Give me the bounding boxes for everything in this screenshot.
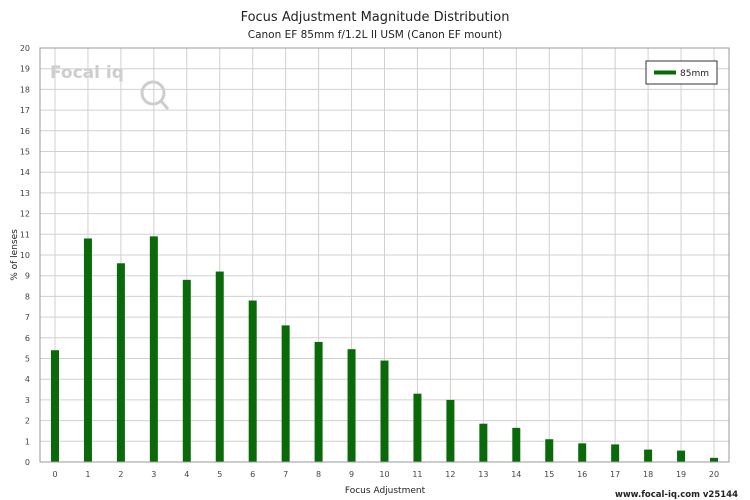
chart-subtitle: Canon EF 85mm f/1.2L II USM (Canon EF mo…	[248, 29, 503, 41]
plot-frame	[39, 47, 730, 463]
x-axis-ticks: 0 1 2 3 4 5 6 7 8 9 10 11 12 13 14 15 16 17 18 19 20	[52, 470, 719, 479]
x-tick-label: 4	[184, 470, 189, 479]
bar-0	[51, 350, 59, 462]
y-tick-label: 15	[20, 148, 30, 157]
x-tick-label: 1	[85, 470, 90, 479]
x-tick-label: 17	[610, 470, 620, 479]
x-tick-label: 7	[283, 470, 288, 479]
y-tick-label: 16	[20, 127, 30, 136]
legend: 85mm	[645, 60, 718, 85]
bar-17	[611, 444, 620, 462]
bar-14	[512, 427, 521, 462]
x-tick-label: 13	[478, 470, 488, 479]
bar-3	[149, 236, 158, 462]
focal-iq-logo: Focal iq	[50, 63, 170, 110]
y-tick-label: 10	[20, 251, 30, 260]
y-tick-label: 3	[25, 396, 30, 405]
x-tick-label: 2	[118, 470, 123, 479]
y-tick-label: 0	[25, 458, 30, 467]
x-tick-label: 0	[52, 470, 57, 479]
bar-8	[314, 341, 323, 462]
bar-12	[446, 399, 455, 462]
bar-5	[215, 271, 224, 462]
y-tick-label: 11	[20, 230, 30, 239]
y-tick-label: 7	[25, 313, 30, 322]
bar-13	[479, 423, 488, 462]
bar-6	[248, 300, 257, 462]
bar-15	[545, 439, 554, 462]
y-axis-label: % of lenses	[10, 229, 20, 281]
bar-1	[83, 238, 92, 462]
y-tick-label: 1	[25, 437, 30, 446]
bar-11	[413, 393, 422, 462]
x-tick-label: 3	[151, 470, 156, 479]
bar-2	[116, 263, 125, 462]
magnifier-icon	[140, 80, 166, 106]
y-tick-label: 9	[25, 272, 30, 281]
y-tick-label: 8	[25, 292, 30, 301]
y-tick-label: 13	[20, 189, 30, 198]
y-tick-label: 17	[20, 106, 30, 115]
chart-title: Focus Adjustment Magnitude Distribution	[241, 10, 510, 25]
x-tick-label: 15	[544, 470, 554, 479]
bar-19	[677, 450, 686, 462]
x-tick-label: 12	[445, 470, 455, 479]
x-tick-label: 9	[349, 470, 354, 479]
y-tick-label: 4	[25, 375, 30, 384]
bar-9	[347, 349, 356, 462]
y-tick-label: 12	[20, 210, 30, 219]
y-tick-label: 6	[25, 334, 30, 343]
legend-label: 85mm	[680, 69, 709, 79]
x-tick-label: 16	[577, 470, 587, 479]
x-tick-label: 11	[412, 470, 422, 479]
bar-16	[578, 443, 587, 462]
legend-box	[645, 60, 718, 85]
x-tick-label: 5	[217, 470, 222, 479]
logo-text: Focal iq	[50, 63, 124, 83]
x-tick-label: 6	[250, 470, 255, 479]
x-tick-label: 8	[316, 470, 321, 479]
bar-20	[710, 457, 718, 462]
bars	[51, 236, 718, 462]
y-tick-label: 19	[20, 65, 30, 74]
y-tick-label: 20	[20, 44, 30, 53]
x-axis-label: Focus Adjustment	[345, 486, 426, 496]
y-tick-label: 5	[25, 355, 30, 364]
y-tick-label: 14	[20, 168, 30, 177]
x-tick-label: 19	[676, 470, 686, 479]
x-tick-label: 10	[379, 470, 389, 479]
bar-10	[380, 360, 389, 462]
x-tick-label: 14	[511, 470, 521, 479]
footer-url: www.focal-iq.com v25144	[615, 490, 738, 500]
bar-7	[281, 325, 290, 462]
magnifier-handle	[159, 100, 170, 110]
bar-18	[644, 449, 653, 462]
bar-4	[182, 279, 191, 462]
x-tick-label: 18	[643, 470, 653, 479]
y-tick-label: 2	[25, 417, 30, 426]
x-tick-label: 20	[709, 470, 719, 479]
y-tick-label: 18	[20, 85, 30, 94]
